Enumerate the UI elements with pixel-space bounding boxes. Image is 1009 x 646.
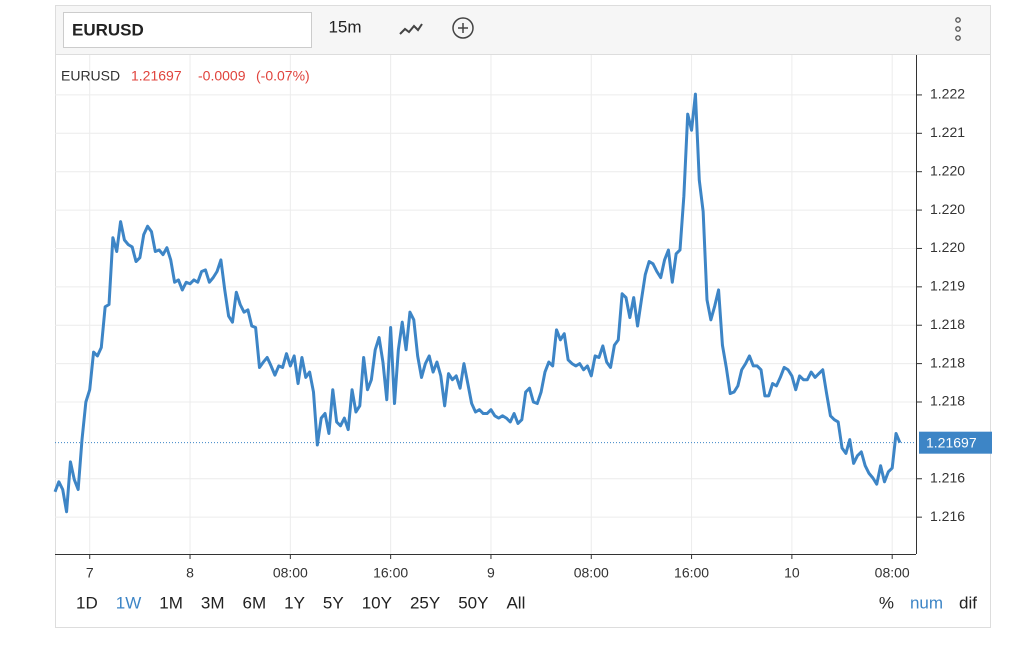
- range-button[interactable]: 1Y: [284, 593, 305, 612]
- compare-icon[interactable]: [452, 17, 474, 39]
- legend-change-pct: (-0.07%): [256, 68, 310, 84]
- range-button[interactable]: 5Y: [323, 593, 344, 612]
- range-button[interactable]: 6M: [242, 593, 266, 612]
- y-tick-label: 1.216: [930, 469, 965, 485]
- range-button[interactable]: All: [506, 593, 525, 612]
- y-tick-label: 1.220: [930, 239, 965, 255]
- x-tick-label: 8: [186, 565, 194, 581]
- range-button[interactable]: 3M: [201, 593, 225, 612]
- range-button[interactable]: 10Y: [362, 593, 392, 612]
- mode-button[interactable]: num: [910, 593, 943, 612]
- range-button[interactable]: 1M: [159, 593, 183, 612]
- x-tick-label: 08:00: [574, 565, 609, 581]
- range-button[interactable]: 25Y: [410, 593, 440, 612]
- x-tick-label: 08:00: [875, 565, 910, 581]
- range-button[interactable]: 1D: [76, 593, 98, 612]
- y-tick-label: 1.221: [930, 124, 965, 140]
- widget-frame: [55, 5, 991, 628]
- x-tick-label: 7: [86, 565, 94, 581]
- y-tick-label: 1.218: [930, 354, 965, 370]
- symbol-input[interactable]: [63, 12, 312, 48]
- legend-last: 1.21697: [131, 68, 182, 84]
- grid: 1.222 1.221 1.220 1.220 1.220 1.219 1.218 1.218…: [55, 55, 965, 581]
- symbol-text: EURUSD: [72, 20, 144, 39]
- legend-symbol: EURUSD: [61, 68, 120, 84]
- x-tick-label: 16:00: [373, 565, 408, 581]
- range-button[interactable]: 50Y: [458, 593, 488, 612]
- price-line: [53, 92, 902, 514]
- y-tick-label: 1.219: [930, 278, 965, 294]
- y-tick-label: 1.218: [930, 393, 965, 409]
- last-price-label: 1.21697: [926, 434, 977, 450]
- range-button[interactable]: 1W: [116, 593, 142, 612]
- x-tick-label: 16:00: [674, 565, 709, 581]
- y-tick-label: 1.218: [930, 316, 965, 332]
- y-tick-label: 1.222: [930, 86, 965, 102]
- x-tick-label: 10: [784, 565, 800, 581]
- chart-type-icon[interactable]: [399, 23, 423, 35]
- menu-icon[interactable]: [955, 17, 961, 41]
- legend-change: -0.0009: [198, 68, 246, 84]
- x-tick-label: 08:00: [273, 565, 308, 581]
- plot: 1.21697: [53, 92, 992, 514]
- y-tick-label: 1.220: [930, 162, 965, 178]
- x-tick-label: 9: [487, 565, 495, 581]
- y-tick-label: 1.216: [930, 508, 965, 524]
- y-tick-label: 1.220: [930, 201, 965, 217]
- last-price-tag: [919, 431, 992, 454]
- mode-button[interactable]: dif: [959, 593, 977, 612]
- interval-button[interactable]: 15m: [328, 17, 361, 36]
- mode-button[interactable]: %: [879, 593, 894, 612]
